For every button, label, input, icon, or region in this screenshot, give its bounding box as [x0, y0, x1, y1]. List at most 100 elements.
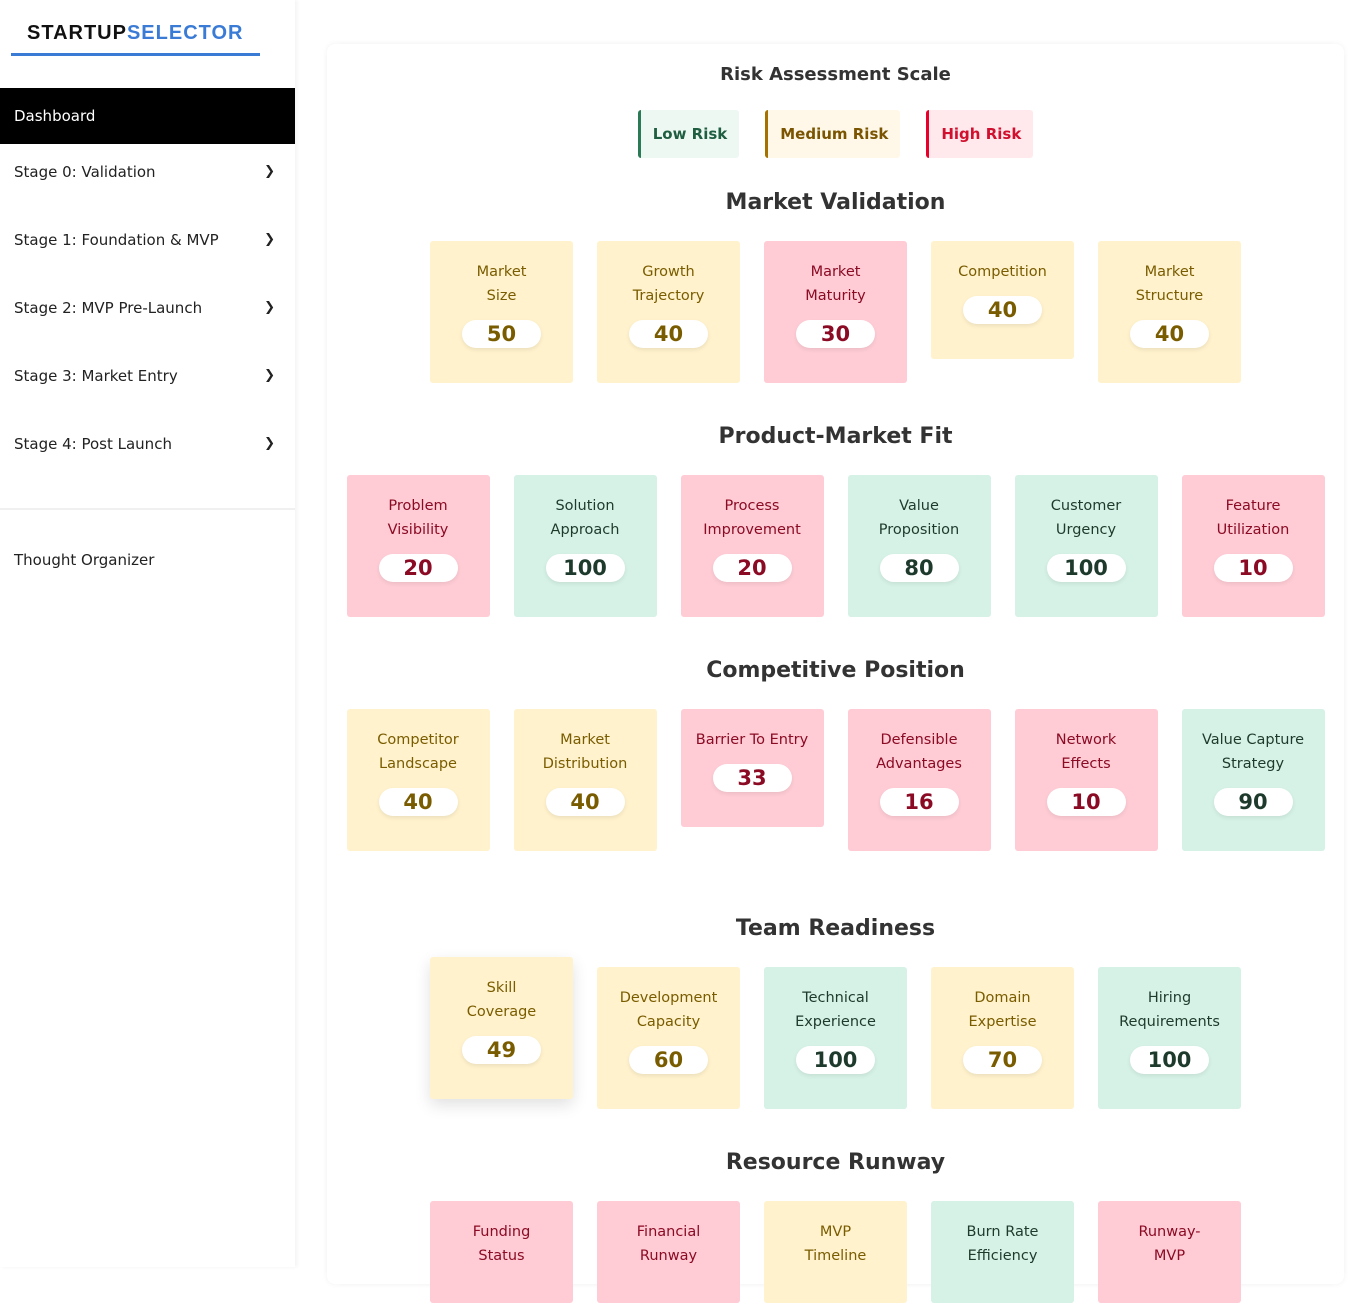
sidebar-item-stage-3[interactable]: Stage 3: Market Entry ❯: [0, 356, 295, 396]
metric-card[interactable]: Growth Trajectory 40: [597, 241, 740, 383]
section-product-market-fit: Product-Market Fit Problem Visibility 20 Sol…: [327, 419, 1344, 617]
chevron-down-icon[interactable]: ❯: [264, 368, 275, 383]
metric-card[interactable]: Market Size 50: [430, 241, 573, 383]
metric-card[interactable]: Market Maturity 30: [764, 241, 907, 383]
sidebar-item-stage-4[interactable]: Stage 4: Post Launch ❯: [0, 424, 295, 464]
metric-card[interactable]: Market Distribution 40: [513, 709, 657, 851]
metric-label: Market Size: [476, 264, 527, 304]
section-title: Team Readiness: [735, 916, 936, 941]
metric-score: 20: [378, 554, 458, 582]
legend-low-risk: Low Risk: [637, 110, 740, 158]
metric-cards: Problem Visibility 20 Solution Approach 100 Pr…: [327, 475, 1344, 617]
sidebar-divider: [0, 508, 295, 510]
metric-label: Financial Runway: [636, 1224, 701, 1264]
sidebar-item-stage-1[interactable]: Stage 1: Foundation & MVP ❯: [0, 220, 295, 260]
metric-card[interactable]: Network Effects 10: [1014, 709, 1158, 851]
metric-card[interactable]: Funding Status: [430, 1201, 573, 1303]
section-market-validation: Market Validation Market Size 50 Growth Traje…: [327, 185, 1344, 383]
metric-card[interactable]: Competitor Landscape 40: [346, 709, 490, 851]
metric-score: 16: [879, 788, 959, 816]
brand-part1: STARTUP: [27, 22, 127, 44]
metric-card[interactable]: Hiring Requirements 100: [1098, 967, 1241, 1109]
metric-card[interactable]: Competition 40: [931, 241, 1074, 359]
chevron-down-icon[interactable]: ❯: [264, 232, 275, 247]
metric-score: 30: [796, 320, 875, 348]
sidebar-item-label: Stage 2: MVP Pre-Launch: [14, 299, 203, 317]
chevron-down-icon[interactable]: ❯: [264, 436, 275, 451]
section-title: Resource Runway: [725, 1150, 946, 1175]
metric-card[interactable]: Barrier To Entry 33: [680, 709, 824, 827]
metric-cards: Funding Status Financial Runway MVP Timeline B…: [327, 1201, 1344, 1303]
metric-label: Process Improvement: [703, 498, 801, 538]
chevron-down-icon[interactable]: ❯: [264, 300, 275, 315]
metric-score: 20: [712, 554, 792, 582]
metric-card[interactable]: Skill Coverage 49: [430, 957, 573, 1099]
metric-card[interactable]: Process Improvement 20: [680, 475, 824, 617]
metric-score: 40: [963, 296, 1042, 324]
metric-score: 50: [462, 320, 541, 348]
metric-card[interactable]: Value Capture Strategy 90: [1181, 709, 1325, 851]
sidebar: STARTUPSELECTOR Dashboard Stage 0: Valid…: [0, 0, 295, 1267]
metric-label: Domain Expertise: [968, 990, 1037, 1030]
sidebar-item-thought-organizer[interactable]: Thought Organizer: [14, 551, 155, 569]
metric-score: 90: [1213, 788, 1293, 816]
metric-score: 40: [378, 788, 458, 816]
metric-label: Barrier To Entry: [695, 732, 809, 748]
metric-card[interactable]: Development Capacity 60: [597, 967, 740, 1109]
metric-label: Hiring Requirements: [1119, 990, 1220, 1030]
sidebar-item-label: Stage 0: Validation: [14, 163, 156, 181]
metric-card[interactable]: Domain Expertise 70: [931, 967, 1074, 1109]
metric-label: MVP Timeline: [804, 1224, 867, 1264]
section-competitive-position: Competitive Position Competitor Landscape 4…: [327, 653, 1344, 851]
metric-label: Feature Utilization: [1216, 498, 1290, 538]
risk-legend: Low Risk Medium Risk High Risk: [327, 110, 1344, 158]
sidebar-item-dashboard[interactable]: Dashboard: [0, 88, 295, 144]
metric-card[interactable]: MVP Timeline: [764, 1201, 907, 1303]
sidebar-item-label: Stage 4: Post Launch: [14, 435, 172, 453]
section-title: Competitive Position: [706, 658, 965, 683]
metric-card[interactable]: Market Structure 40: [1098, 241, 1241, 383]
metric-score: 100: [1046, 554, 1126, 582]
metric-label: Market Structure: [1135, 264, 1204, 304]
sidebar-item-stage-2[interactable]: Stage 2: MVP Pre-Launch ❯: [0, 288, 295, 328]
metric-score: 49: [462, 1036, 541, 1064]
metric-card[interactable]: Customer Urgency 100: [1014, 475, 1158, 617]
metric-label: Skill Coverage: [466, 980, 537, 1020]
metric-cards: Competitor Landscape 40 Market Distribution 4…: [327, 709, 1344, 851]
metric-score: 100: [545, 554, 625, 582]
metric-label: Value Capture Strategy: [1201, 732, 1305, 772]
metric-label: Funding Status: [472, 1224, 531, 1264]
metric-label: Runway- MVP: [1138, 1224, 1201, 1264]
metric-score: 40: [629, 320, 708, 348]
metric-card[interactable]: Technical Experience 100: [764, 967, 907, 1109]
metric-card[interactable]: Defensible Advantages 16: [847, 709, 991, 851]
metric-label: Competition: [958, 264, 1047, 280]
metric-card[interactable]: Runway- MVP: [1098, 1201, 1241, 1303]
metric-label: Defensible Advantages: [876, 732, 962, 772]
legend-high-risk: High Risk: [926, 110, 1034, 158]
sidebar-item-stage-0[interactable]: Stage 0: Validation ❯: [0, 152, 295, 192]
metric-card[interactable]: Financial Runway: [597, 1201, 740, 1303]
brand-logo[interactable]: STARTUPSELECTOR: [11, 18, 260, 56]
metric-label: Technical Experience: [795, 990, 876, 1030]
section-team-readiness: Team Readiness Skill Coverage 49 Development…: [327, 911, 1344, 1109]
section-title: Product-Market Fit: [718, 424, 953, 449]
metric-score: 70: [963, 1046, 1042, 1074]
metric-label: Problem Visibility: [387, 498, 449, 538]
metric-card[interactable]: Problem Visibility 20: [346, 475, 490, 617]
metric-score: 60: [629, 1046, 708, 1074]
metric-score: 80: [879, 554, 959, 582]
section-title: Market Validation: [725, 190, 946, 215]
metric-label: Network Effects: [1055, 732, 1117, 772]
metric-card[interactable]: Burn Rate Efficiency: [931, 1201, 1074, 1303]
section-resource-runway: Resource Runway Funding Status Financial Run…: [327, 1145, 1344, 1303]
metric-label: Competitor Landscape: [377, 732, 459, 772]
metric-score: 10: [1213, 554, 1293, 582]
metric-card[interactable]: Solution Approach 100: [513, 475, 657, 617]
metric-label: Solution Approach: [550, 498, 620, 538]
metric-label: Customer Urgency: [1050, 498, 1122, 538]
metric-card[interactable]: Value Proposition 80: [847, 475, 991, 617]
chevron-down-icon[interactable]: ❯: [264, 164, 275, 179]
metric-card[interactable]: Feature Utilization 10: [1181, 475, 1325, 617]
metric-score: 100: [1130, 1046, 1209, 1074]
